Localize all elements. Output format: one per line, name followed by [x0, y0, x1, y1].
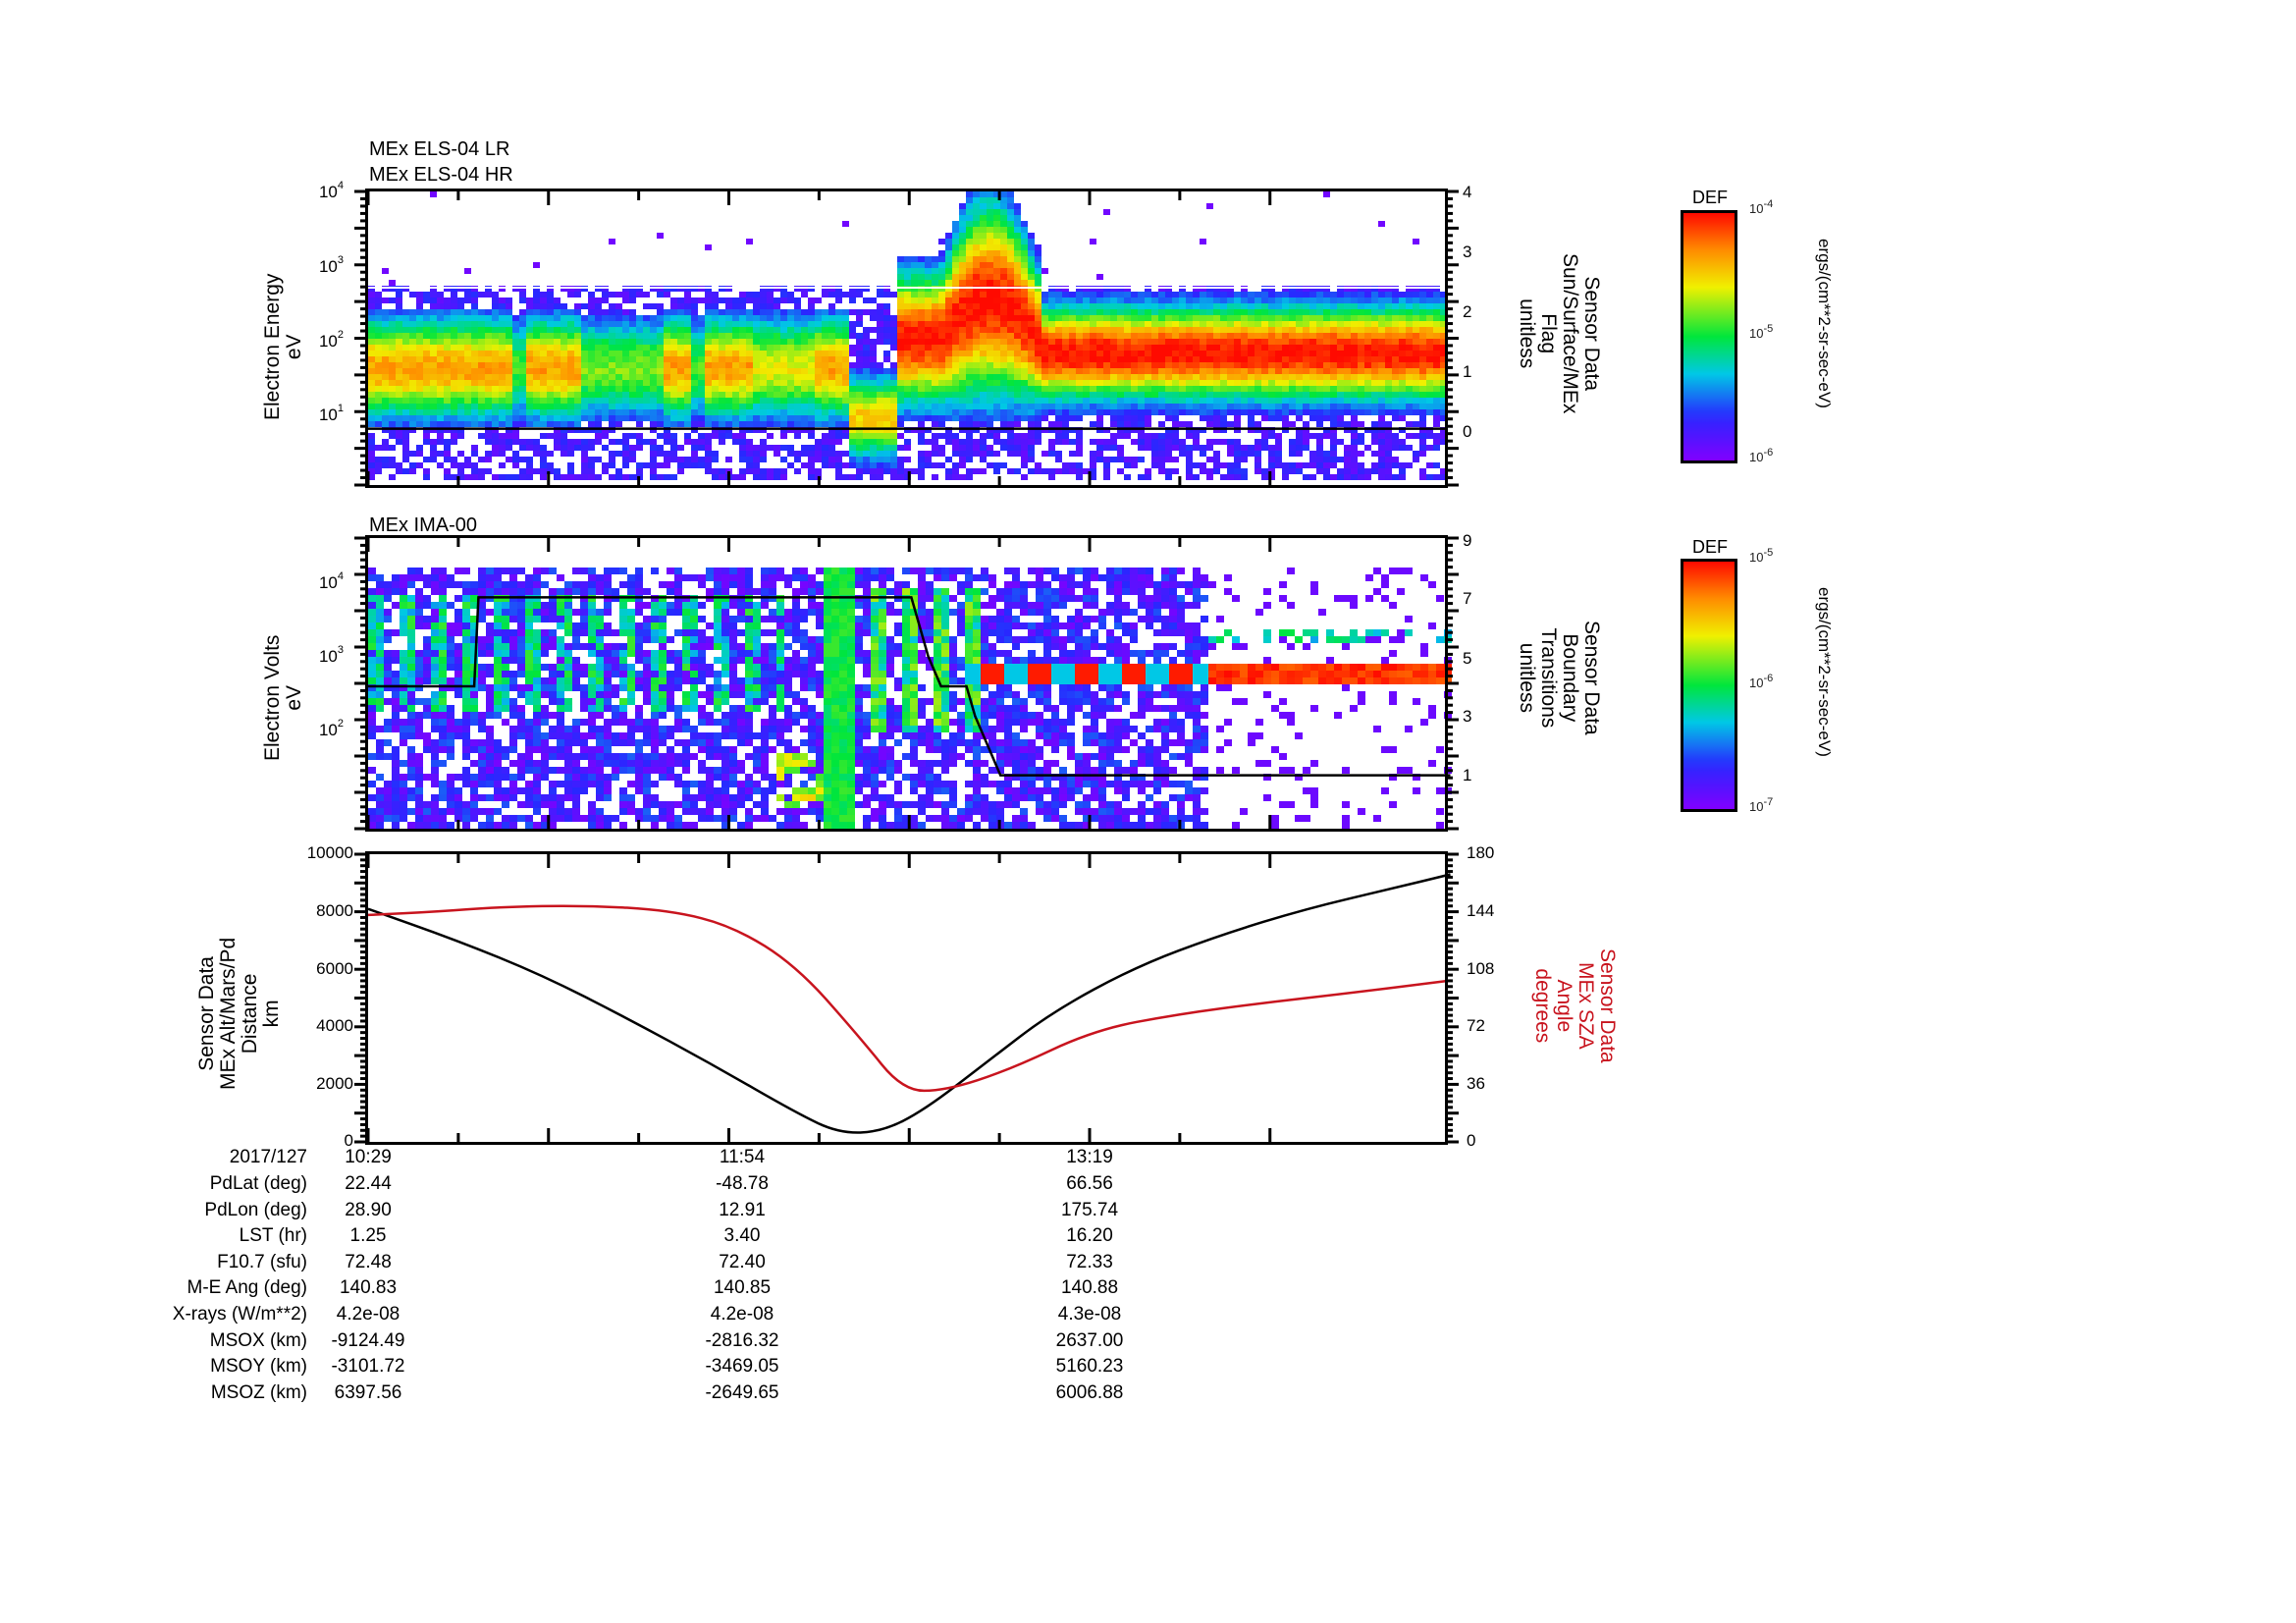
- orbit-ytick-2000: 2000: [316, 1074, 353, 1093]
- orbit-rtick-36: 36: [1467, 1074, 1485, 1093]
- ephemeris-cell: -9124.49: [331, 1329, 405, 1351]
- els-title-lr: MEx ELS-04 LR: [369, 138, 510, 160]
- ephemeris-cell: 1.25: [349, 1225, 387, 1247]
- ephemeris-row-label: X-rays (W/m**2): [172, 1304, 307, 1325]
- ima-ytick-1e4: 104: [318, 570, 344, 592]
- els-cb-tick-bot: 10-6: [1749, 447, 1774, 464]
- ephemeris-cell: 72.48: [345, 1251, 392, 1272]
- ephemeris-row-label: PdLon (deg): [204, 1199, 307, 1220]
- ephemeris-cell: 66.56: [1066, 1173, 1113, 1194]
- ima-ytick-1e3: 103: [318, 644, 344, 666]
- els-plot-frame: [365, 189, 1448, 488]
- els-ytick-1e4: 104: [318, 180, 344, 201]
- ephemeris-cell: 4.3e-08: [1057, 1304, 1122, 1325]
- orbit-ytick-4000: 4000: [316, 1016, 353, 1035]
- ephemeris-cell: 72.40: [719, 1251, 766, 1272]
- ephemeris-cell: -3101.72: [331, 1356, 405, 1378]
- orbit-ytick-6000: 6000: [316, 959, 353, 978]
- ima-rtick-9: 9: [1463, 531, 1472, 550]
- ephemeris-row-label: M-E Ang (deg): [187, 1277, 308, 1299]
- ephemeris-cell: -2649.65: [705, 1381, 779, 1403]
- ephemeris-cell: 175.74: [1060, 1199, 1119, 1220]
- ephemeris-cell: 140.85: [713, 1277, 772, 1299]
- ima-right-axis-label: Sensor Data Boundary Transitions unitles…: [1516, 621, 1603, 735]
- ephemeris-cell: 28.90: [345, 1199, 392, 1220]
- orbit-rtick-144: 144: [1467, 901, 1495, 920]
- time-label-2: 13:19: [1066, 1147, 1113, 1167]
- els-right-axis-label: Sensor Data Sun/Surface/MEx Flag unitles…: [1516, 253, 1603, 414]
- ephemeris-cell: 140.88: [1060, 1277, 1119, 1299]
- ephemeris-row-label: LST (hr): [239, 1225, 307, 1247]
- orbit-ytick-0: 0: [344, 1131, 353, 1150]
- ima-colorbar-title: DEF: [1692, 537, 1728, 557]
- els-colorbar-unit: ergs/(cm**2-sr-sec-eV): [1815, 239, 1834, 408]
- orbit-rtick-0: 0: [1467, 1131, 1476, 1150]
- ephemeris-row-label: MSOZ (km): [210, 1381, 307, 1403]
- orbit-ytick-10000: 10000: [306, 843, 353, 862]
- ima-cb-tick-top: 10-5: [1749, 547, 1774, 565]
- ima-ytick-1e2: 102: [318, 718, 344, 739]
- ephemeris-cell: 6006.88: [1055, 1381, 1124, 1403]
- ima-title: MEx IMA-00: [369, 514, 478, 536]
- ephemeris-cell: 4.2e-08: [336, 1304, 400, 1325]
- ephemeris-cell: 3.40: [723, 1225, 761, 1247]
- time-label-1: 11:54: [719, 1147, 766, 1167]
- orbit-rtick-72: 72: [1467, 1016, 1485, 1035]
- ima-left-axis-label: Electron Volts eV: [261, 634, 305, 761]
- els-rtick-0: 0: [1463, 422, 1472, 441]
- time-label-0: 10:29: [345, 1147, 392, 1167]
- ephemeris-row-label: MSOY (km): [210, 1356, 307, 1378]
- ephemeris-cell: 12.91: [719, 1199, 766, 1220]
- orbit-right-axis-label: Sensor Data MEx SZA Angle degrees: [1531, 948, 1619, 1063]
- ephemeris-cell: 16.20: [1066, 1225, 1113, 1247]
- ephemeris-cell: -2816.32: [705, 1329, 779, 1351]
- els-cb-tick-top: 10-4: [1749, 198, 1774, 216]
- els-spectrogram: [354, 189, 1459, 487]
- ephemeris-cell: 4.2e-08: [710, 1304, 774, 1325]
- date-label: 2017/127: [229, 1147, 307, 1167]
- ephemeris-row-label: F10.7 (sfu): [217, 1251, 307, 1272]
- els-title-hr: MEx ELS-04 HR: [369, 164, 513, 186]
- els-cb-tick-mid: 10-5: [1749, 323, 1774, 341]
- ephemeris-cell: 72.33: [1066, 1251, 1113, 1272]
- ephemeris-row-label: MSOX (km): [209, 1329, 307, 1351]
- els-ytick-1e3: 103: [318, 254, 344, 276]
- ima-colorbar: [1681, 559, 1737, 812]
- ephemeris-cell: 5160.23: [1055, 1356, 1124, 1378]
- ima-rtick-5: 5: [1463, 649, 1472, 668]
- els-rtick-2: 2: [1463, 302, 1472, 321]
- ima-cb-tick-mid: 10-6: [1749, 673, 1774, 690]
- ephemeris-cell: -48.78: [716, 1173, 769, 1194]
- els-rtick-4: 4: [1463, 183, 1472, 201]
- els-ytick-1e1: 101: [318, 403, 344, 424]
- els-rtick-3: 3: [1463, 243, 1472, 261]
- els-left-axis-label: Electron Energy eV: [261, 273, 305, 420]
- els-colorbar-title: DEF: [1692, 188, 1728, 207]
- ima-plot-frame: [365, 535, 1448, 832]
- ima-rtick-3: 3: [1463, 707, 1472, 726]
- ephemeris-row-label: PdLat (deg): [209, 1173, 307, 1194]
- ima-rtick-1: 1: [1463, 766, 1472, 784]
- ima-cb-tick-bot: 10-7: [1749, 796, 1774, 814]
- ephemeris-cell: 2637.00: [1055, 1329, 1124, 1351]
- ima-colorbar-unit: ergs/(cm**2-sr-sec-eV): [1815, 587, 1834, 757]
- orbit-ytick-8000: 8000: [316, 901, 353, 920]
- orbit-rtick-180: 180: [1467, 843, 1495, 862]
- orbit-left-axis-label: Sensor Data MEx Alt/Mars/Pd Distance km: [195, 937, 283, 1090]
- ephemeris-cell: -3469.05: [705, 1356, 779, 1378]
- orbit-plot-frame: [365, 851, 1448, 1145]
- ephemeris-cell: 140.83: [339, 1277, 398, 1299]
- els-ytick-1e2: 102: [318, 329, 344, 351]
- els-rtick-1: 1: [1463, 362, 1472, 381]
- els-colorbar: [1681, 210, 1737, 463]
- orbit-rtick-108: 108: [1467, 959, 1495, 978]
- ima-spectrogram: [354, 536, 1459, 831]
- ephemeris-cell: 22.44: [345, 1173, 392, 1194]
- ima-rtick-7: 7: [1463, 589, 1472, 608]
- ephemeris-cell: 6397.56: [334, 1381, 402, 1403]
